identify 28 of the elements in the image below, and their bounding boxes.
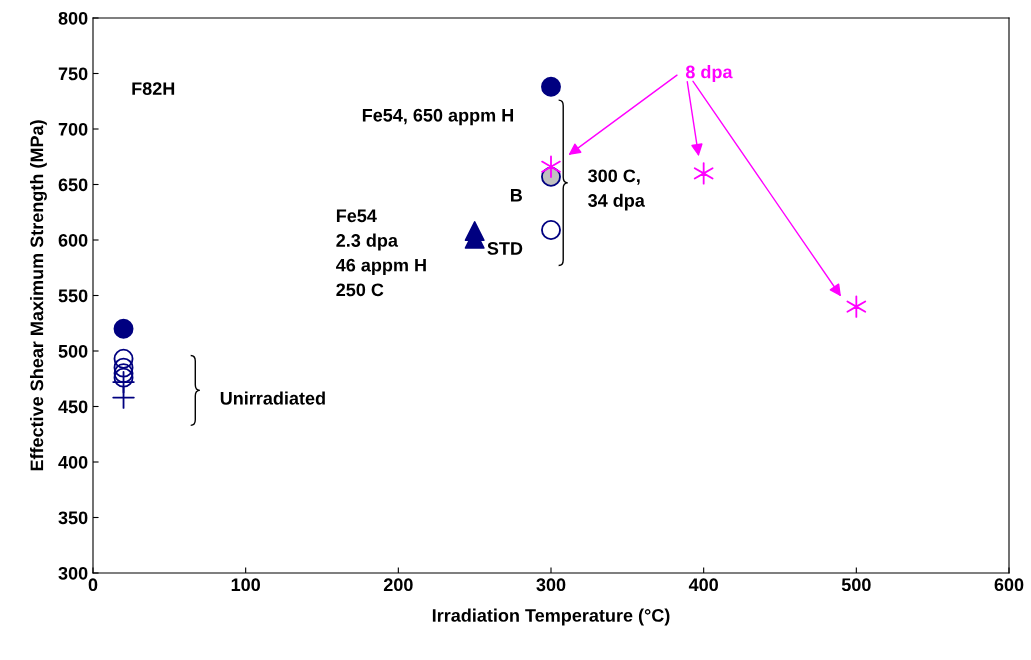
x-tick-label: 300 [536, 578, 566, 592]
y-tick-label: 450 [58, 400, 88, 414]
y-tick-label: 300 [58, 566, 88, 580]
y-tick-label: 700 [58, 122, 88, 136]
y-tick-label: 550 [58, 289, 88, 303]
y-tick-label: 350 [58, 511, 88, 525]
annotation: STD [487, 242, 523, 255]
x-axis-title: Irradiation Temperature (°C) [432, 608, 670, 626]
annotation: 300 C, 34 dpa [588, 169, 645, 211]
x-tick-label: 100 [231, 578, 260, 592]
annotation: 8 dpa [685, 65, 733, 82]
x-tick-label: 0 [88, 578, 98, 592]
annotation: Unirradiated [220, 391, 325, 405]
annotation: Fe54, 650 appm H [362, 108, 514, 126]
annotation: Fe54 2.3 dpa 46 appm H 250 C [336, 209, 426, 297]
x-tick-label: 400 [688, 578, 718, 592]
x-tick-label: 200 [383, 578, 413, 592]
y-tick-label: 750 [58, 67, 88, 81]
x-tick-label: 500 [841, 578, 871, 592]
y-tick-label: 650 [58, 178, 88, 192]
y-tick-label: 500 [58, 344, 88, 358]
y-tick-label: 800 [58, 11, 88, 25]
y-tick-label: 600 [58, 233, 88, 247]
y-axis-title: Effective Shear Maximum Strength (MPa) [30, 120, 47, 471]
y-tick-label: 400 [58, 455, 88, 469]
annotation: F82H [132, 82, 175, 95]
x-tick-label: 600 [994, 578, 1024, 592]
annotation: B [510, 188, 522, 202]
